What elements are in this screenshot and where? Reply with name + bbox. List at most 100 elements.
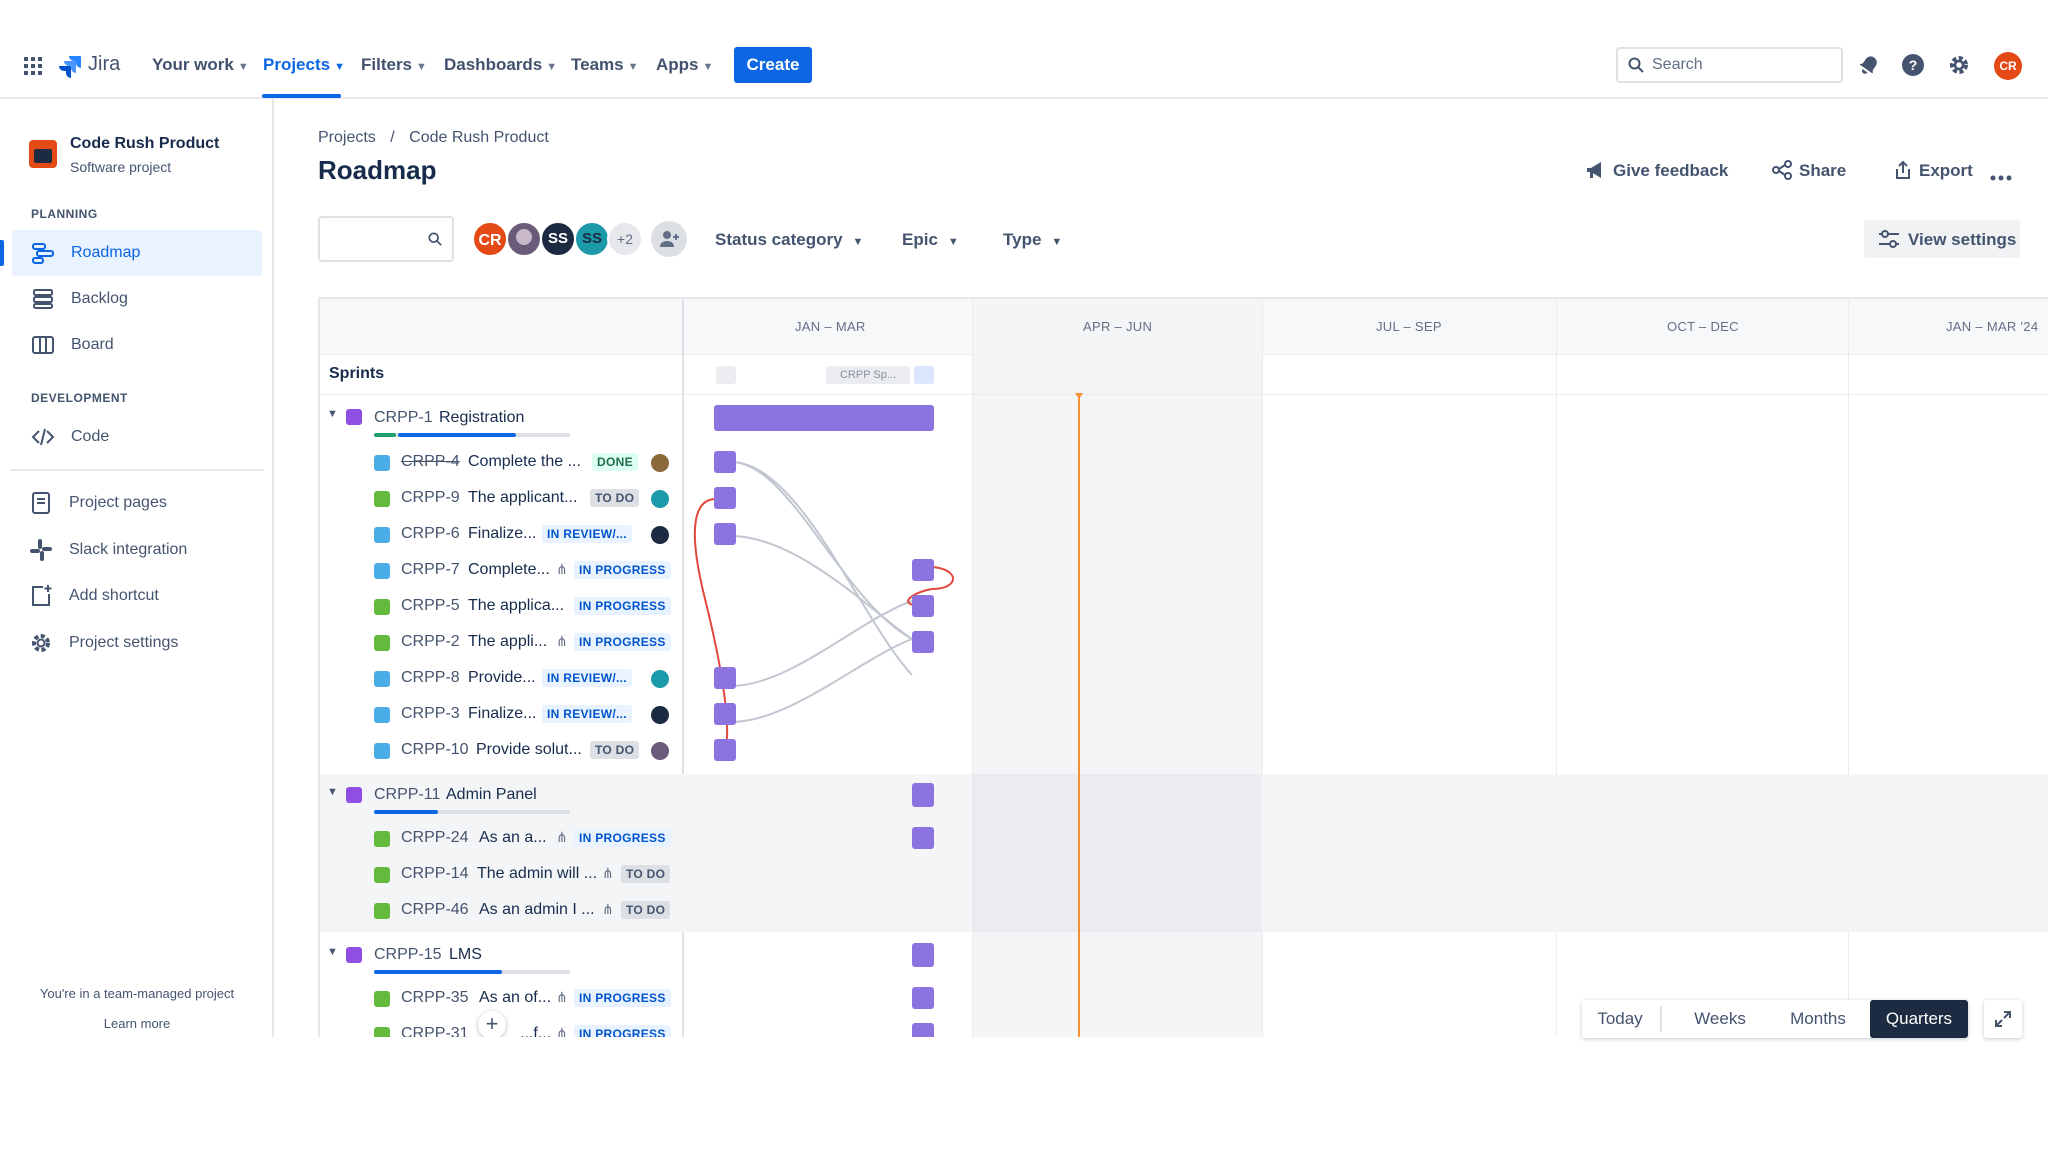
nav-your-work[interactable]: Your work ▼ (152, 55, 249, 75)
status-lozenge[interactable]: IN PROGRESS (574, 633, 671, 651)
issue-row[interactable]: CRPP-35 As an of... ⋔ IN PROGRESS (320, 980, 2048, 1016)
issue-key[interactable]: CRPP-8 (401, 669, 460, 686)
issue-summary[interactable]: The appli... (468, 633, 548, 650)
export-button[interactable]: Export (1893, 160, 1973, 181)
issue-key[interactable]: CRPP-14 (401, 865, 469, 882)
collapse-chevron-icon[interactable]: ▼ (327, 786, 338, 798)
sprint-chip[interactable]: CRPP Sp... (826, 366, 910, 384)
assignee-avatar[interactable] (651, 670, 669, 688)
sidebar-item-code[interactable]: Code (0, 414, 262, 460)
view-settings-button[interactable]: View settings (1864, 220, 2020, 258)
weeks-button[interactable]: Weeks (1672, 1000, 1768, 1038)
issue-key[interactable]: CRPP-46 (401, 901, 469, 918)
issue-bar[interactable] (912, 1023, 934, 1037)
issue-summary[interactable]: Registration (439, 409, 525, 426)
issue-row[interactable]: CRPP-24 As an a... ⋔ IN PROGRESS (320, 820, 2048, 856)
status-lozenge[interactable]: IN REVIEW/... (542, 525, 632, 543)
status-lozenge[interactable]: DONE (592, 453, 638, 471)
add-people-icon[interactable] (651, 221, 687, 257)
search-input[interactable]: Search (1616, 47, 1843, 83)
filter-avatar-ss-dark[interactable]: SS (540, 221, 576, 257)
issue-bar[interactable] (912, 631, 934, 653)
issue-row[interactable]: CRPP-6 Finalize... IN REVIEW/... (320, 516, 2048, 552)
assignee-avatar[interactable] (651, 742, 669, 760)
issue-summary[interactable]: The applica... (468, 597, 565, 614)
issue-bar[interactable] (912, 559, 934, 581)
issue-row[interactable]: CRPP-9 The applicant... TO DO (320, 480, 2048, 516)
nav-dashboards[interactable]: Dashboards ▼ (444, 55, 557, 75)
issue-summary[interactable]: The admin will ... (477, 865, 598, 882)
breadcrumb-project[interactable]: Code Rush Product (409, 129, 549, 146)
issue-bar[interactable] (714, 667, 736, 689)
issue-bar[interactable] (912, 595, 934, 617)
sidebar-item-project-pages[interactable]: Project pages (0, 480, 262, 526)
status-category-filter[interactable]: Status category ▼ (715, 230, 863, 250)
assignee-avatar[interactable] (651, 490, 669, 508)
sidebar-item-add-shortcut[interactable]: Add shortcut (0, 573, 262, 619)
issue-row[interactable]: CRPP-4 Complete the ... DONE (320, 444, 2048, 480)
create-issue-button[interactable]: + (478, 1011, 506, 1037)
app-switcher-icon[interactable] (24, 57, 42, 75)
issue-key[interactable]: CRPP-7 (401, 561, 460, 578)
issue-summary[interactable]: Complete the ... (468, 453, 581, 470)
user-avatar[interactable]: CR (1994, 52, 2022, 80)
issue-summary[interactable]: ...f... (520, 1025, 552, 1037)
issue-summary[interactable]: Provide... (468, 669, 536, 686)
roadmap-search-input[interactable] (318, 216, 454, 262)
assignee-avatar[interactable] (651, 454, 669, 472)
sidebar-item-board[interactable]: Board (0, 322, 262, 368)
sidebar-item-slack[interactable]: Slack integration (0, 527, 262, 573)
issue-summary[interactable]: Admin Panel (446, 786, 537, 803)
issue-bar[interactable] (714, 523, 736, 545)
months-button[interactable]: Months (1770, 1000, 1866, 1038)
issue-summary[interactable]: Finalize... (468, 705, 537, 722)
today-button[interactable]: Today (1582, 1000, 1658, 1038)
help-icon[interactable]: ? (1901, 53, 1925, 77)
epic-row[interactable]: ▼ CRPP-1 Registration (320, 395, 2048, 437)
sidebar-item-project-settings[interactable]: Project settings (0, 620, 262, 666)
issue-bar[interactable] (714, 739, 736, 761)
quarters-button[interactable]: Quarters (1870, 1000, 1968, 1038)
issue-summary[interactable]: Finalize... (468, 525, 537, 542)
epic-row[interactable]: ▼ CRPP-11 Admin Panel (320, 774, 2048, 814)
nav-apps[interactable]: Apps ▼ (656, 55, 713, 75)
nav-filters[interactable]: Filters ▼ (361, 55, 427, 75)
issue-bar[interactable] (912, 827, 934, 849)
assignee-avatar[interactable] (651, 706, 669, 724)
issue-row[interactable]: CRPP-31 ...f... ⋔ IN PROGRESS (320, 1016, 2048, 1037)
issue-key[interactable]: CRPP-15 (374, 946, 442, 963)
filter-avatar-ss-teal[interactable]: SS (574, 221, 610, 257)
settings-icon[interactable] (1947, 53, 1971, 77)
issue-summary[interactable]: Complete... (468, 561, 550, 578)
filter-avatar-photo[interactable] (506, 221, 542, 257)
issue-summary[interactable]: The applicant... (468, 489, 578, 506)
issue-row[interactable]: CRPP-8 Provide... IN REVIEW/... (320, 660, 2048, 696)
issue-key[interactable]: CRPP-5 (401, 597, 460, 614)
nav-teams[interactable]: Teams ▼ (571, 55, 639, 75)
project-avatar[interactable] (29, 140, 57, 168)
issue-bar[interactable] (714, 703, 736, 725)
epic-bar[interactable] (912, 943, 934, 967)
give-feedback-button[interactable]: Give feedback (1585, 160, 1728, 181)
issue-key[interactable]: CRPP-2 (401, 633, 460, 650)
sprint-marker[interactable] (716, 366, 736, 384)
issue-row[interactable]: CRPP-10 Provide solut... TO DO (320, 732, 2048, 768)
issue-summary[interactable]: LMS (449, 946, 482, 963)
breadcrumb-projects[interactable]: Projects (318, 129, 376, 146)
status-lozenge[interactable]: IN PROGRESS (574, 561, 671, 579)
issue-key[interactable]: CRPP-31 (401, 1025, 469, 1037)
status-lozenge[interactable]: IN REVIEW/... (542, 669, 632, 687)
status-lozenge[interactable]: TO DO (590, 741, 640, 759)
collapse-chevron-icon[interactable]: ▼ (327, 946, 338, 958)
issue-summary[interactable]: As an admin I ... (479, 901, 595, 918)
status-lozenge[interactable]: IN PROGRESS (574, 1025, 671, 1037)
issue-row[interactable]: CRPP-46 As an admin I ... ⋔ TO DO (320, 892, 2048, 928)
status-lozenge[interactable]: IN REVIEW/... (542, 705, 632, 723)
create-button[interactable]: Create (734, 47, 812, 83)
issue-key[interactable]: CRPP-24 (401, 829, 469, 846)
filter-avatar-more[interactable]: +2 (607, 221, 643, 257)
issue-bar[interactable] (714, 451, 736, 473)
status-lozenge[interactable]: IN PROGRESS (574, 829, 671, 847)
issue-bar[interactable] (714, 487, 736, 509)
share-button[interactable]: Share (1771, 160, 1846, 181)
